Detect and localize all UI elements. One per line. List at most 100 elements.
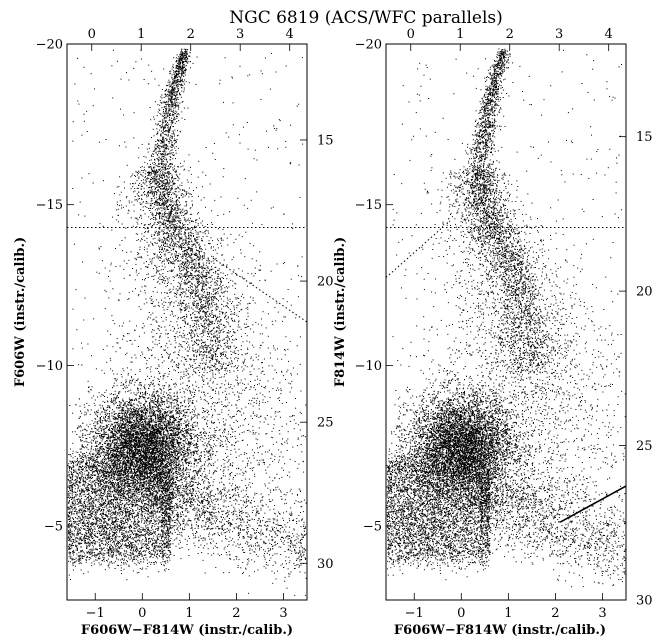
left-data-point	[158, 365, 160, 367]
left-data-point	[170, 149, 172, 151]
left-data-point	[230, 318, 232, 320]
left-data-point	[203, 254, 205, 256]
left-data-point	[121, 240, 123, 241]
left-data-point	[162, 320, 164, 322]
left-data-point	[164, 145, 166, 147]
left-data-point	[171, 77, 173, 79]
left-data-point	[185, 229, 186, 231]
left-data-point	[215, 249, 217, 251]
left-data-point	[218, 325, 220, 327]
left-data-point	[148, 147, 150, 149]
left-data-point	[276, 372, 277, 374]
left-data-point	[147, 193, 149, 195]
left-data-point	[148, 312, 150, 313]
left-data-point	[178, 247, 180, 249]
left-data-point	[213, 350, 215, 352]
left-data-point	[152, 170, 154, 172]
left-data-point	[155, 152, 157, 154]
left-data-point	[172, 330, 174, 332]
left-data-point	[194, 258, 196, 260]
left-data-point	[250, 328, 252, 330]
left-data-point	[166, 351, 168, 353]
left-data-point	[179, 80, 181, 82]
left-data-point	[210, 306, 212, 308]
left-data-point	[207, 443, 209, 445]
left-data-point	[161, 158, 163, 160]
left-data-point	[165, 96, 167, 98]
left-data-point	[175, 251, 177, 253]
left-data-point	[190, 234, 192, 236]
left-data-point	[162, 249, 163, 251]
left-data-point	[199, 354, 201, 356]
left-data-point	[168, 389, 170, 391]
left-data-point	[249, 242, 251, 244]
left-data-point	[173, 327, 175, 329]
left-data-point	[164, 243, 166, 245]
left-data-point	[171, 253, 173, 255]
left-data-point	[171, 163, 173, 165]
left-data-point	[185, 55, 187, 57]
left-data-point	[196, 492, 198, 494]
left-data-point	[182, 242, 184, 244]
left-data-point	[238, 320, 240, 322]
left-data-point	[184, 205, 186, 207]
left-data-point	[174, 104, 176, 106]
left-data-point	[223, 259, 225, 261]
left-data-point	[149, 189, 151, 191]
left-data-point	[137, 223, 139, 225]
left-data-point	[161, 187, 163, 189]
left-data-point	[190, 433, 192, 434]
left-data-point	[198, 312, 199, 314]
left-data-point	[175, 342, 177, 344]
left-data-point	[118, 498, 120, 500]
left-data-point	[117, 485, 119, 487]
left-data-point	[155, 149, 157, 151]
left-data-point	[175, 103, 177, 105]
left-data-point	[220, 280, 222, 282]
left-data-point	[210, 284, 212, 286]
left-data-point	[210, 330, 212, 332]
left-data-point	[202, 444, 204, 446]
left-data-point	[244, 419, 245, 421]
left-data-point	[284, 441, 286, 443]
left-data-point	[177, 72, 179, 74]
left-data-point	[169, 81, 171, 83]
left-data-point	[190, 254, 192, 256]
left-data-point	[175, 140, 176, 141]
left-data-point	[228, 431, 229, 433]
left-data-point	[174, 93, 176, 95]
left-data-point	[165, 208, 167, 210]
left-data-point	[198, 328, 200, 330]
left-data-point	[164, 153, 166, 155]
left-data-point	[197, 285, 199, 287]
left-data-point	[212, 320, 214, 322]
left-data-point	[161, 115, 163, 117]
left-data-point	[168, 131, 169, 133]
left-data-point	[223, 213, 225, 215]
left-data-point	[206, 377, 208, 379]
left-data-point	[99, 248, 100, 250]
left-data-point	[161, 122, 163, 124]
left-data-point	[149, 184, 151, 186]
left-data-point	[158, 140, 160, 142]
left-data-point	[254, 415, 256, 417]
left-data-point	[164, 165, 166, 167]
left-data-point	[167, 199, 169, 201]
left-data-point	[174, 138, 176, 140]
left-data-point	[152, 243, 153, 245]
left-data-point	[174, 228, 176, 230]
left-data-point	[120, 191, 122, 193]
left-data-point	[300, 390, 302, 392]
left-data-point	[185, 241, 187, 243]
left-data-point	[167, 129, 169, 131]
left-data-point	[167, 220, 169, 221]
left-data-point	[156, 232, 158, 234]
left-data-point	[189, 486, 191, 487]
left-data-point	[146, 194, 147, 196]
left-data-point	[144, 176, 146, 178]
left-data-point	[256, 416, 258, 417]
left-data-point	[190, 273, 192, 275]
left-data-point	[186, 267, 188, 269]
left-data-point	[164, 179, 166, 180]
left-data-point	[209, 491, 211, 493]
